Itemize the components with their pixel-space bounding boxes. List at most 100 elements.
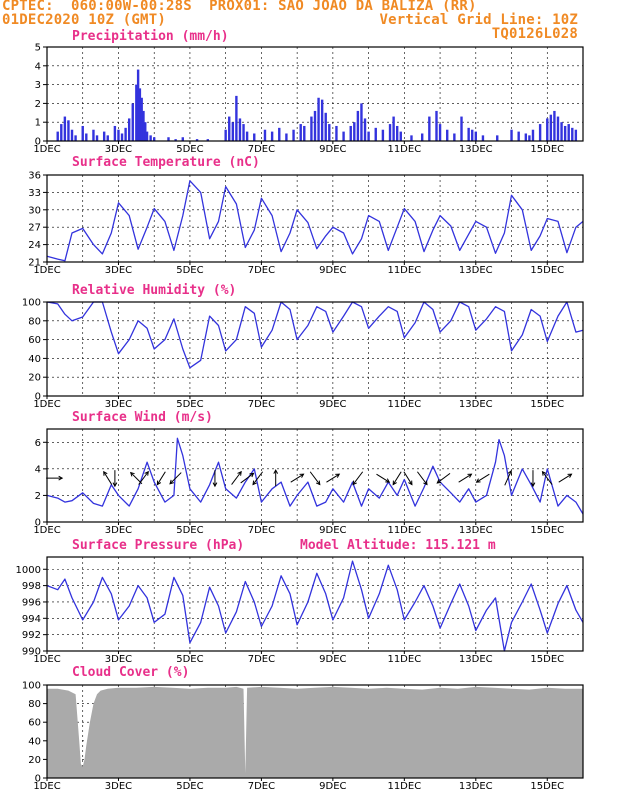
wind-xtick-label: 13DEC	[459, 525, 493, 536]
pres-series-line	[46, 560, 584, 652]
precip-bar	[324, 112, 327, 141]
precip-bar	[102, 131, 106, 141]
precip-bar	[299, 124, 302, 141]
pres-frame	[46, 556, 584, 652]
pres-title: Surface Pressure (hPa)	[72, 538, 245, 553]
wind-arrow-shaft	[504, 470, 512, 486]
precip-bar	[106, 135, 109, 141]
precip-bar	[136, 69, 140, 141]
precip-bar	[428, 116, 431, 141]
rh-xtick-label: 13DEC	[459, 399, 493, 410]
precip-bar	[245, 131, 249, 141]
precip-frame	[46, 46, 584, 142]
precip-bar	[278, 127, 281, 141]
wind-arrow-head	[144, 470, 149, 476]
precip-bar	[120, 133, 124, 141]
wind-arrow-head	[423, 480, 428, 486]
rh-ytick-label: 60	[28, 335, 41, 346]
temp-xtick-label: 5DEC	[176, 265, 203, 276]
precip-bar	[446, 129, 449, 141]
precip-bar	[131, 103, 134, 141]
precip-bar	[410, 135, 413, 141]
precip-bar	[153, 137, 156, 141]
wind-arrow	[436, 472, 451, 484]
cloud-xtick-label: 11DEC	[387, 781, 421, 792]
wind-arrow	[541, 470, 553, 485]
wind-arrow-head	[315, 480, 321, 486]
precip-bar	[238, 118, 242, 141]
precip-bar	[510, 129, 513, 141]
rh-xtick-label: 7DEC	[248, 399, 275, 410]
precip-bar	[228, 116, 231, 141]
cloud-area	[47, 686, 583, 778]
precip-bar	[360, 103, 363, 141]
precip-bar	[81, 125, 84, 141]
precip-xtick-label: 3DEC	[105, 144, 132, 155]
wind-arrow-shaft	[326, 473, 340, 483]
precip-bar	[224, 129, 227, 141]
rh-xtick-label: 11DEC	[387, 399, 421, 410]
wind-arrow-head	[475, 478, 481, 483]
temp-ytick-label: 24	[28, 240, 41, 251]
precip-bar	[195, 139, 199, 141]
precip-bar	[142, 110, 145, 141]
pres-xtick-label: 11DEC	[387, 654, 421, 665]
precip-bar	[320, 99, 324, 141]
precip-bar	[95, 135, 99, 141]
wind-xtick-label: 1DEC	[33, 525, 60, 536]
precip-bar	[328, 124, 331, 141]
wind-arrow-head	[352, 480, 357, 486]
precip-bar	[313, 110, 317, 141]
temp-ytick-label: 36	[28, 171, 41, 182]
wind-arrow-head	[273, 469, 279, 474]
wind-frame	[46, 428, 584, 523]
rh-ytick-label: 100	[22, 298, 41, 309]
rh-ytick-label: 80	[28, 316, 41, 327]
temp-xtick-label: 9DEC	[319, 265, 346, 276]
wind-arrow	[326, 473, 341, 483]
precip-bar	[149, 135, 152, 141]
precip-bar	[167, 137, 170, 141]
wind-arrow-head	[335, 473, 341, 478]
wind-arrow	[504, 470, 512, 486]
pres-ytick-label: 998	[22, 581, 41, 592]
precip-bar	[270, 131, 274, 141]
header-station-line: CPTEC: 060:00W-00:28S PROX01: SAO JOAO D…	[2, 0, 477, 14]
precip-ytick-label: 2	[35, 99, 41, 110]
temp-ytick-label: 33	[28, 188, 41, 199]
wind-arrow-shaft	[558, 473, 572, 483]
wind-arrow	[352, 471, 364, 486]
rh-frame	[46, 301, 584, 397]
temp-ytick-label: 27	[28, 223, 41, 234]
cloud-title: Cloud Cover (%)	[72, 665, 190, 680]
precip-xtick-label: 1DEC	[33, 144, 60, 155]
pres-xtick-label: 3DEC	[105, 654, 132, 665]
precip-bar	[546, 118, 549, 141]
precip-xtick-label: 7DEC	[248, 144, 275, 155]
cloud-ytick-label: 60	[28, 718, 41, 729]
cloud-ytick-label: 40	[28, 736, 41, 747]
wind-arrow	[212, 470, 218, 488]
temp-xtick-label: 13DEC	[459, 265, 493, 276]
precip-bar	[63, 116, 67, 141]
header-grid-line: Vertical Grid Line: 10Z	[379, 12, 578, 28]
temp-title: Surface Temperature (nC)	[72, 155, 260, 170]
wind-xtick-label: 15DEC	[530, 525, 564, 536]
wind-arrow-head	[103, 470, 108, 476]
wind-arrow-head	[58, 475, 64, 481]
precip-bar	[231, 122, 235, 141]
precip-bar	[453, 133, 456, 141]
wind-arrow-head	[212, 482, 218, 488]
wind-arrow-shaft	[436, 472, 451, 484]
wind-arrow-head	[385, 478, 391, 483]
wind-xtick-label: 3DEC	[105, 525, 132, 536]
precip-bar	[56, 131, 59, 141]
precip-bar	[553, 110, 556, 141]
precip-bar	[563, 125, 567, 141]
precip-bar	[70, 129, 74, 141]
precip-xtick-label: 11DEC	[387, 144, 421, 155]
temp-xtick-label: 7DEC	[248, 265, 275, 276]
wind-arrow-shaft	[138, 471, 149, 485]
wind-arrow	[458, 473, 473, 483]
